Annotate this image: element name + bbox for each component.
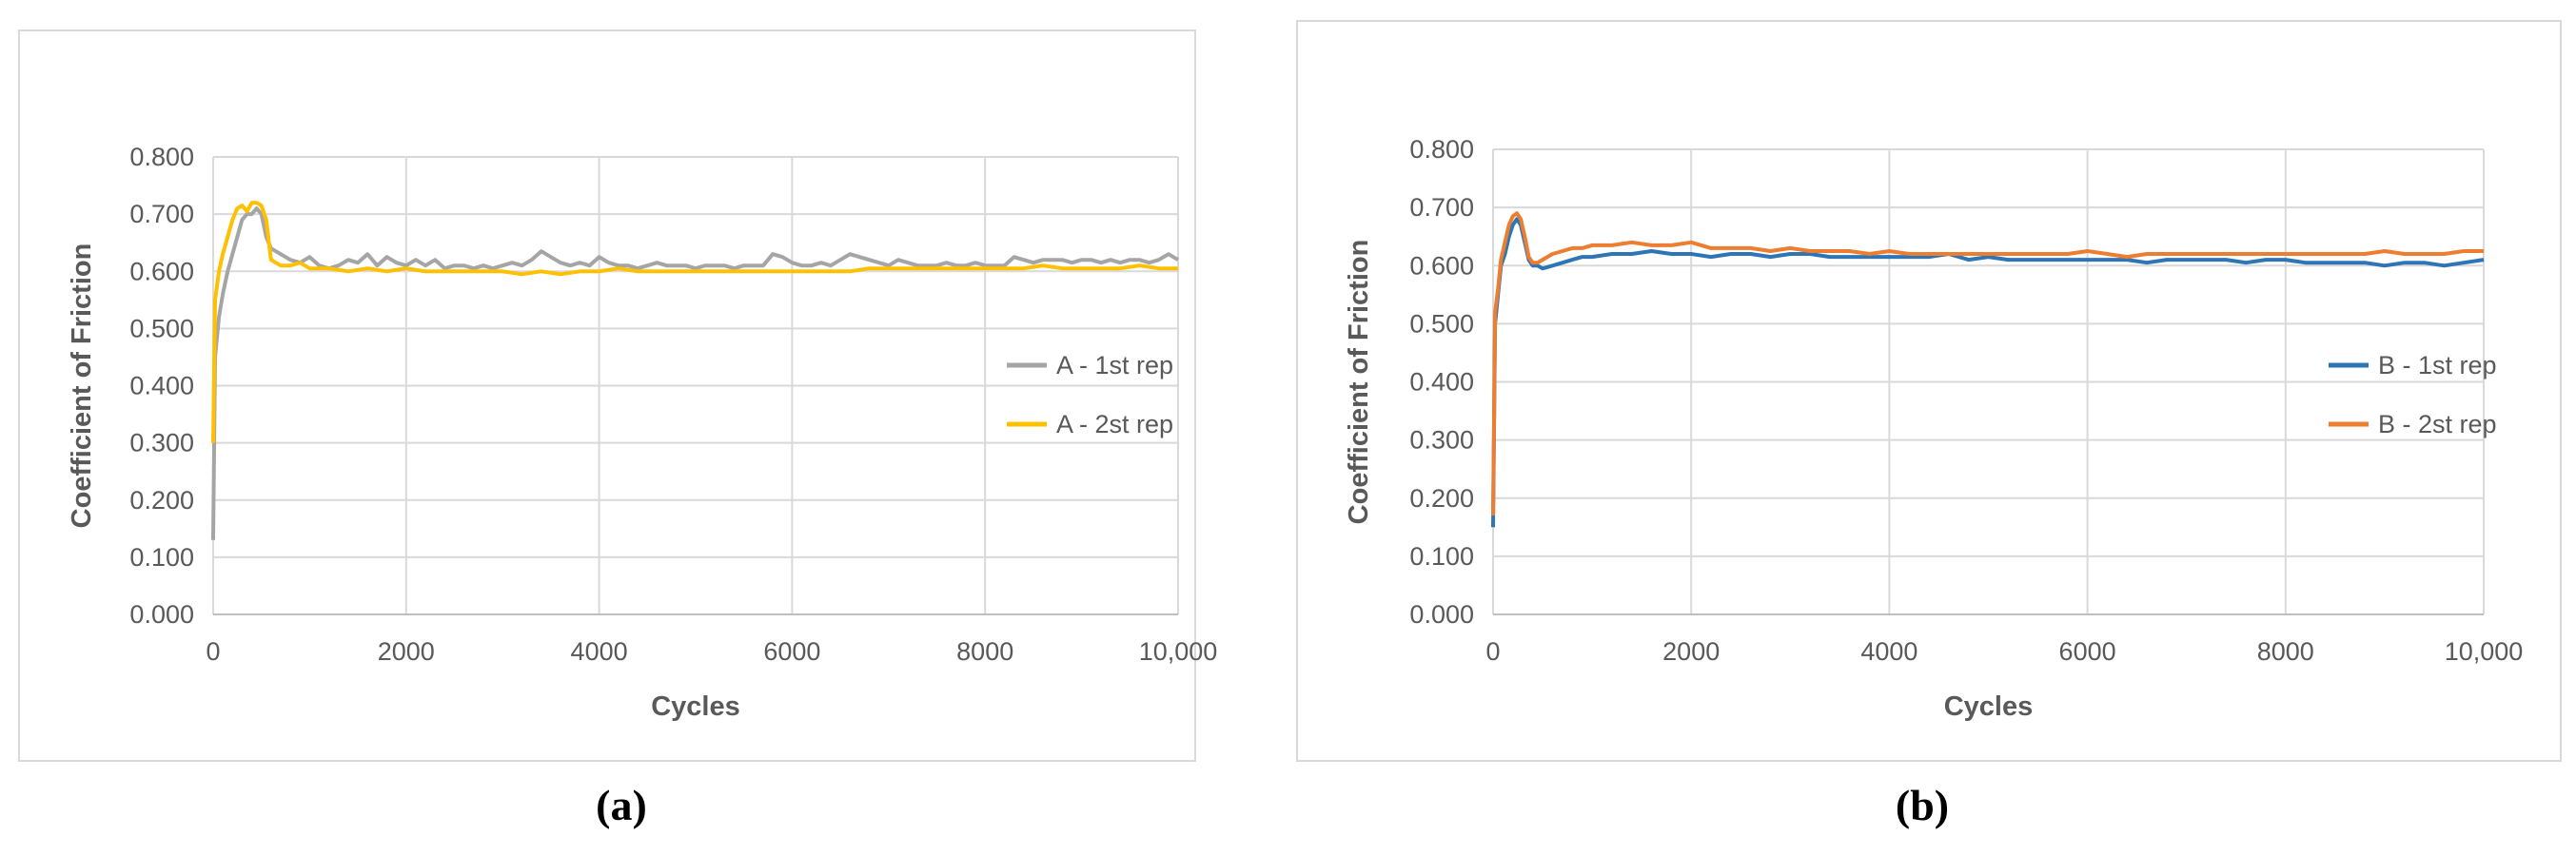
chart-a-y-tick-label: 0.800: [129, 143, 194, 171]
chart-a-y-tick-label: 0.200: [129, 486, 194, 515]
chart-a-y-tick-label: 0.400: [129, 372, 194, 400]
chart-b-frame: [1296, 20, 2562, 762]
chart-a-y-tick-label: 0.500: [129, 314, 194, 342]
chart-b: 0.000 0.100 0.200 0.300 0.400 0.500 0.600 0.700…: [1344, 135, 2523, 722]
chart-a-series-line-2: [211, 201, 1178, 443]
chart-b-legend-label-2: B - 2st rep: [2378, 410, 2497, 438]
chart-b-x-axis-title: Cycles: [1944, 691, 2034, 722]
chart-b-y-tick-label: 0.400: [1409, 368, 1474, 397]
chart-a: 0.000 0.100 0.200 0.300 0.400 0.500 0.600 0.700…: [67, 143, 1217, 722]
chart-b-y-tick-label: 0.500: [1409, 309, 1474, 338]
chart-a-x-tick-label: 10,000: [1139, 637, 1218, 666]
chart-a-y-tick-label: 0.300: [129, 429, 194, 457]
chart-b-x-tick-label: 2000: [1662, 637, 1720, 666]
chart-a-y-tick-label: 0.700: [129, 200, 194, 228]
chart-a-legend-label-2: A - 2st rep: [1056, 410, 1173, 438]
chart-b-x-tick-label: 0: [1485, 637, 1500, 666]
chart-a-x-tick-label: 8000: [956, 637, 1013, 666]
chart-b-x-tick-label: 6000: [2059, 637, 2116, 666]
chart-b-y-tick-label: 0.700: [1409, 193, 1474, 222]
chart-a-legend-label-1: A - 1st rep: [1056, 351, 1173, 379]
chart-a-y-tick-label: 0.000: [129, 600, 194, 629]
chart-a-y-tick-label: 0.600: [129, 257, 194, 285]
chart-a-y-axis-title: Coefficient of Friction: [67, 243, 97, 529]
chart-a-y-tick-label: 0.100: [129, 543, 194, 572]
chart-a-x-tick-label: 4000: [571, 637, 628, 666]
caption-b: (b): [1895, 781, 1950, 829]
chart-b-x-tick-label: 8000: [2257, 637, 2314, 666]
chart-b-y-tick-label: 0.800: [1409, 135, 1474, 164]
chart-b-y-axis-title: Coefficient of Friction: [1344, 240, 1374, 525]
chart-b-x-tick-label: 10,000: [2445, 637, 2524, 666]
chart-a-series-line-1: [211, 206, 1180, 540]
chart-b-y-tick-label: 0.200: [1409, 484, 1474, 513]
chart-a-x-tick-label: 6000: [763, 637, 820, 666]
chart-b-y-tick-label: 0.300: [1409, 426, 1474, 455]
chart-a-x-tick-label: 0: [206, 637, 220, 666]
chart-b-legend-label-1: B - 1st rep: [2378, 351, 2497, 379]
chart-b-series-line-2: [1491, 211, 2484, 516]
chart-a-x-axis-title: Cycles: [651, 691, 740, 722]
chart-b-y-tick-label: 0.000: [1409, 600, 1474, 629]
caption-a: (a): [596, 781, 647, 829]
chart-b-y-tick-label: 0.100: [1409, 542, 1474, 571]
chart-a-x-tick-label: 2000: [378, 637, 435, 666]
chart-b-y-tick-label: 0.600: [1409, 251, 1474, 280]
chart-b-x-tick-label: 4000: [1860, 637, 1917, 666]
